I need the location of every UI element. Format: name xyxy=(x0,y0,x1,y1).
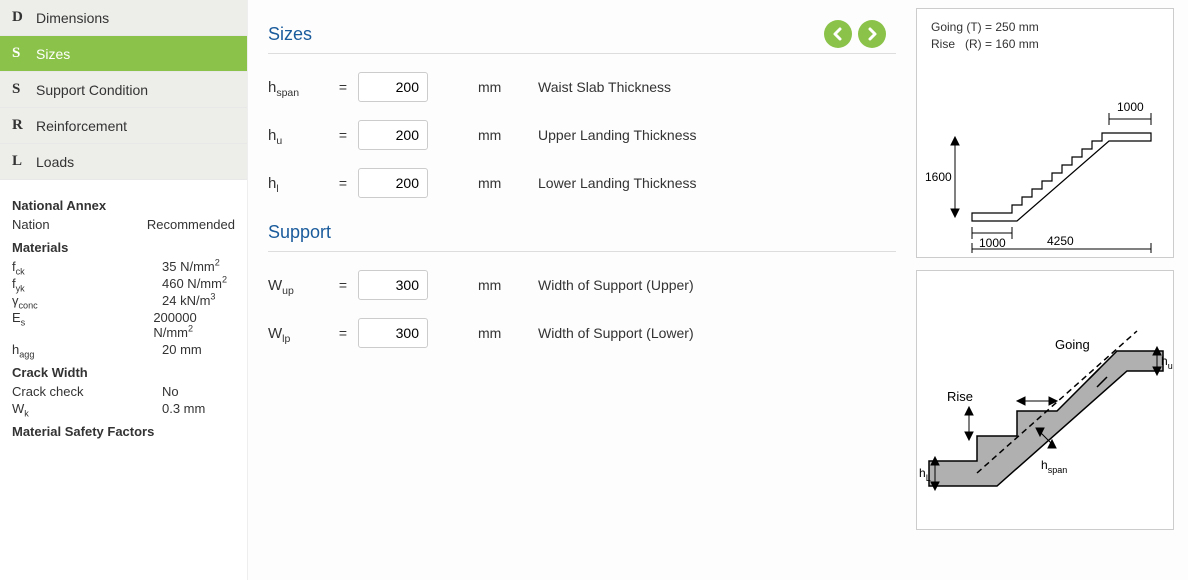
crack-check-label: Crack check xyxy=(12,384,162,399)
description: Lower Landing Thickness xyxy=(498,175,697,191)
wk-value: 0.3 mm xyxy=(162,401,205,416)
nav-item-support-condition[interactable]: SSupport Condition xyxy=(0,72,247,108)
heading-crack: Crack Width xyxy=(12,365,235,380)
fck-value: 35 N/mm2 xyxy=(162,259,220,274)
side-info: National Annex NationRecommended Materia… xyxy=(0,180,247,443)
arrow-right-icon xyxy=(864,26,880,42)
nav-item-sizes[interactable]: SSizes xyxy=(0,36,247,72)
es-value: 200000 N/mm2 xyxy=(153,310,235,340)
description: Width of Support (Upper) xyxy=(498,277,694,293)
fyk-value: 460 N/mm2 xyxy=(162,276,227,291)
label-going: Going xyxy=(1055,337,1090,352)
nav-item-reinforcement[interactable]: RReinforcement xyxy=(0,108,247,144)
symbol: hl xyxy=(268,175,328,192)
size-input-span[interactable] xyxy=(358,72,428,102)
symbol: hu xyxy=(268,127,328,144)
main-panel: Sizes hspan=mmWaist Slab Thicknesshu=mmU… xyxy=(248,0,916,580)
symbol: Wlp xyxy=(268,325,328,342)
diagram-note: Going (T) = 250 mm Rise (R) = 160 mm xyxy=(917,9,1173,53)
nav-item-dimensions[interactable]: DDimensions xyxy=(0,0,247,36)
nav-label: Sizes xyxy=(36,46,70,62)
wk-label: Wk xyxy=(12,401,162,416)
next-button[interactable] xyxy=(858,20,886,48)
dim-1000-top: 1000 xyxy=(1117,100,1144,114)
size-input-l[interactable] xyxy=(358,168,428,198)
dim-1600: 1600 xyxy=(925,170,952,184)
support-input-up[interactable] xyxy=(358,270,428,300)
unit: mm xyxy=(428,175,498,191)
heading-msf: Material Safety Factors xyxy=(12,424,235,439)
size-row: hl= mmLower Landing Thickness xyxy=(268,168,896,198)
unit: mm xyxy=(428,277,498,293)
equals: = xyxy=(328,277,358,293)
nav-label: Support Condition xyxy=(36,82,148,98)
nav-label: Reinforcement xyxy=(36,118,127,134)
nav-label: Dimensions xyxy=(36,10,109,26)
divider xyxy=(268,251,896,252)
section-title-support: Support xyxy=(268,222,896,243)
size-row: hu= mmUpper Landing Thickness xyxy=(268,120,896,150)
unit: mm xyxy=(428,325,498,341)
nav-letter: L xyxy=(12,153,36,170)
yconc-label: γconc xyxy=(12,293,162,308)
description: Waist Slab Thickness xyxy=(498,79,671,95)
divider xyxy=(268,53,896,54)
arrow-left-icon xyxy=(830,26,846,42)
size-row: hspan= mmWaist Slab Thickness xyxy=(268,72,896,102)
equals: = xyxy=(328,79,358,95)
yconc-value: 24 kN/m3 xyxy=(162,293,215,308)
crack-check-value: No xyxy=(162,384,179,399)
prev-button[interactable] xyxy=(824,20,852,48)
hagg-label: hagg xyxy=(12,342,162,357)
fyk-label: fyk xyxy=(12,276,162,291)
equals: = xyxy=(328,127,358,143)
heading-materials: Materials xyxy=(12,240,235,255)
fck-label: fck xyxy=(12,259,162,274)
nav-letter: S xyxy=(12,45,36,62)
dim-1000-bot: 1000 xyxy=(979,236,1006,250)
nav-label: Loads xyxy=(36,154,74,170)
nav-letter: R xyxy=(12,117,36,134)
equals: = xyxy=(328,175,358,191)
label-rise: Rise xyxy=(947,389,973,404)
support-row: Wlp= mmWidth of Support (Lower) xyxy=(268,318,896,348)
symbol: hspan xyxy=(268,79,328,96)
symbol: Wup xyxy=(268,277,328,294)
equals: = xyxy=(328,325,358,341)
nav-letter: D xyxy=(12,9,36,26)
diagram-column: Going (T) = 250 mm Rise (R) = 160 mm 160… xyxy=(916,0,1188,580)
label-hspan: hspan xyxy=(1041,458,1067,475)
nav-arrows xyxy=(824,20,886,48)
nation-label: Nation xyxy=(12,217,147,232)
es-label: Es xyxy=(12,310,153,340)
description: Upper Landing Thickness xyxy=(498,127,697,143)
nation-value: Recommended xyxy=(147,217,235,232)
support-input-lp[interactable] xyxy=(358,318,428,348)
size-input-u[interactable] xyxy=(358,120,428,150)
unit: mm xyxy=(428,127,498,143)
dim-4250: 4250 xyxy=(1047,234,1074,248)
sidebar: DDimensionsSSizesSSupport ConditionRRein… xyxy=(0,0,248,580)
diagram-section: Rise Going hu hL xyxy=(916,270,1174,530)
description: Width of Support (Lower) xyxy=(498,325,694,341)
heading-annex: National Annex xyxy=(12,198,235,213)
section-title-sizes: Sizes xyxy=(268,24,896,45)
hagg-value: 20 mm xyxy=(162,342,202,357)
unit: mm xyxy=(428,79,498,95)
nav-item-loads[interactable]: LLoads xyxy=(0,144,247,180)
diagram-elevation: Going (T) = 250 mm Rise (R) = 160 mm 160… xyxy=(916,8,1174,258)
support-row: Wup= mmWidth of Support (Upper) xyxy=(268,270,896,300)
nav-letter: S xyxy=(12,81,36,98)
